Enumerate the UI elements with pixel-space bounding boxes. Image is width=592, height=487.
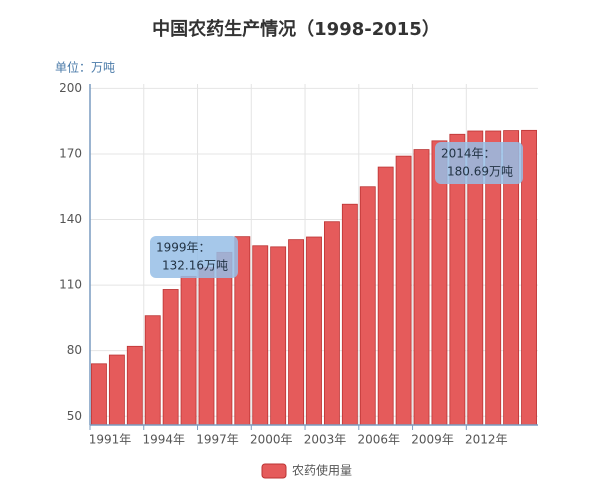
bar xyxy=(359,186,376,426)
y-tick-label: 50 xyxy=(67,409,82,423)
y-tick-label: 170 xyxy=(59,146,82,160)
bar xyxy=(395,155,412,426)
annotation-box xyxy=(435,142,523,184)
bar xyxy=(270,246,287,426)
annotation-text: 1999年： xyxy=(156,241,211,255)
bar xyxy=(252,245,269,426)
x-tick-label: 2012年 xyxy=(465,433,508,447)
x-tick-label: 1991年 xyxy=(89,433,132,447)
y-tick-label: 110 xyxy=(59,278,82,292)
y-tick-label: 200 xyxy=(59,81,82,95)
y-tick-label: 140 xyxy=(59,212,82,226)
y-axis-label: 单位：万吨 xyxy=(55,60,115,75)
annotation-text: 132.16万吨 xyxy=(162,259,228,273)
bar xyxy=(162,289,179,426)
bar xyxy=(91,363,107,426)
bar xyxy=(377,166,394,426)
bar xyxy=(341,203,358,426)
legend-swatch xyxy=(261,463,287,479)
bar xyxy=(216,251,233,426)
bar xyxy=(306,236,322,426)
x-tick-label: 2003年 xyxy=(304,433,347,447)
annotation-text: 2014年： xyxy=(441,147,496,161)
bar xyxy=(288,239,305,426)
annotation: 1999年： 132.16万吨 xyxy=(150,236,238,278)
annotation-text: 180.69万吨 xyxy=(447,165,513,179)
legend-label: 农药使用量 xyxy=(292,463,352,478)
bar xyxy=(126,345,143,426)
bar xyxy=(198,267,215,426)
annotation-box xyxy=(150,236,238,278)
x-tick-label: 2006年 xyxy=(358,433,401,447)
bar xyxy=(180,275,197,426)
x-tick-label: 2000年 xyxy=(250,433,293,447)
chart-title: 中国农药生产情况（1998-2015） xyxy=(152,18,440,40)
bar xyxy=(323,221,340,426)
x-tick-label: 2009年 xyxy=(411,433,454,447)
y-tick-label: 80 xyxy=(67,343,82,357)
x-tick-label: 1997年 xyxy=(196,433,239,447)
bar xyxy=(108,354,125,426)
bar xyxy=(521,129,537,426)
x-tick-label: 1994年 xyxy=(142,433,185,447)
annotation: 2014年： 180.69万吨 xyxy=(435,142,523,184)
bar xyxy=(413,149,430,426)
bar xyxy=(144,315,161,426)
